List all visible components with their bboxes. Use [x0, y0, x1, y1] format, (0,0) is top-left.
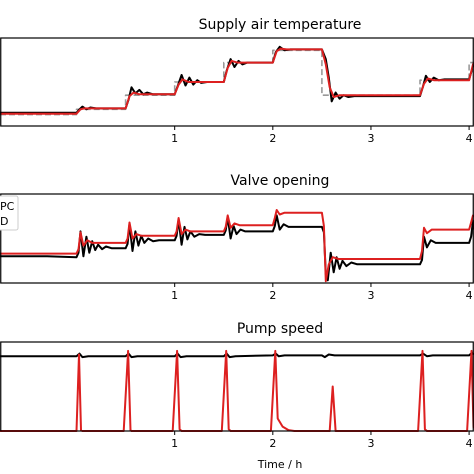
- x-tick-label: 2: [269, 289, 276, 302]
- legend-entry: D: [0, 215, 8, 228]
- panel-valve-opening: 1 2 3 4 PC D: [0, 193, 474, 302]
- x-tick-label: 1: [171, 437, 178, 450]
- axes-frame: [0, 341, 474, 432]
- legend-entry: PC: [0, 200, 15, 213]
- x-tick-label: 4: [466, 437, 473, 450]
- panel-supply-air-temperature: 1 2 3 4: [0, 37, 474, 145]
- x-tick-label: 1: [171, 289, 178, 302]
- x-tick-label: 3: [367, 437, 374, 450]
- series-line-controller-1: [0, 209, 474, 283]
- series-line-controller-2: [0, 351, 474, 359]
- series-line-setpoint: [0, 49, 474, 116]
- legend: PC D: [0, 195, 19, 231]
- x-tick-label: 2: [269, 132, 276, 145]
- series-line-controller-2: [0, 214, 474, 282]
- x-tick-label: 3: [367, 132, 374, 145]
- panel-pump-speed: 1 2 3 4: [0, 341, 474, 450]
- axes-frame: [0, 193, 474, 284]
- panel-title-pump-speed: Pump speed: [237, 321, 323, 337]
- panel-title-supply-air-temperature: Supply air temperature: [199, 17, 362, 33]
- axes-frame: [0, 37, 474, 127]
- x-axis-label: Time / h: [257, 458, 303, 471]
- series-line-controller-1: [0, 47, 474, 115]
- x-tick-label: 1: [171, 132, 178, 145]
- x-tick-label: 3: [367, 289, 374, 302]
- series-line-controller-2: [0, 45, 474, 114]
- panel-title-valve-opening: Valve opening: [231, 173, 330, 189]
- series-line-controller-1: [0, 349, 474, 432]
- x-tick-label: 2: [269, 437, 276, 450]
- x-tick-label: 4: [466, 289, 473, 302]
- legend-box: [0, 195, 19, 231]
- x-tick-label: 4: [466, 132, 473, 145]
